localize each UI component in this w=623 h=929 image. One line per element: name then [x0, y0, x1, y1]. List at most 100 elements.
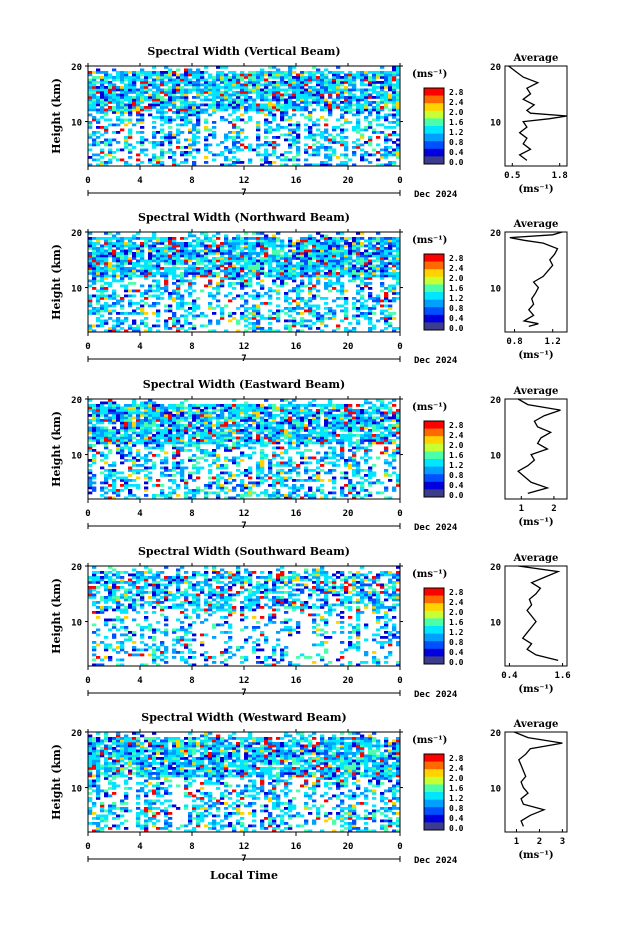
- heatmap-cell: [200, 98, 205, 102]
- heatmap-cell: [240, 411, 245, 415]
- heatmap-cell: [180, 327, 185, 330]
- heatmap-cell: [188, 474, 193, 477]
- heatmap-cell: [256, 73, 261, 77]
- heatmap-cell: [144, 73, 149, 77]
- heatmap-cell: [272, 274, 277, 278]
- heatmap-cell: [92, 476, 97, 480]
- heatmap-cell: [216, 416, 221, 420]
- heatmap-cell: [176, 451, 181, 455]
- heatmap-cell: [240, 78, 245, 82]
- heatmap-cell: [364, 274, 369, 278]
- heatmap-cell: [172, 161, 177, 164]
- date-label: Dec 2024: [414, 356, 458, 366]
- heatmap-cell: [188, 234, 193, 238]
- profile-x-tick-label: 0.8: [506, 337, 522, 347]
- heatmap-cell: [272, 153, 277, 157]
- heatmap-cell: [188, 284, 193, 288]
- heatmap-cell: [264, 414, 269, 417]
- heatmap-cell: [396, 146, 401, 149]
- heatmap-cell: [156, 409, 161, 412]
- heatmap-cell: [164, 239, 169, 243]
- heatmap-cell: [372, 259, 377, 263]
- heatmap-cell: [276, 292, 281, 295]
- heatmap-cell: [328, 242, 333, 245]
- heatmap-cell: [304, 319, 309, 323]
- heatmap-cell: [364, 91, 369, 94]
- profile-x-tick-label: 1.2: [545, 337, 561, 347]
- heatmap-cell: [208, 76, 213, 79]
- x-tick-label: 0: [397, 342, 402, 352]
- heatmap-cell: [172, 317, 177, 320]
- heatmap-cell: [260, 426, 265, 430]
- heatmap-cell: [232, 406, 237, 410]
- heatmap-cell: [236, 409, 241, 412]
- heatmap-cell: [164, 421, 169, 425]
- heatmap-cell: [392, 116, 397, 119]
- heatmap-cell: [236, 421, 241, 425]
- heatmap-cell: [304, 254, 309, 258]
- heatmap-cell: [344, 299, 349, 303]
- heatmap-cell: [100, 419, 105, 422]
- heatmap-cell: [196, 103, 201, 107]
- heatmap-cell: [340, 239, 345, 243]
- heatmap-cell: [212, 406, 217, 410]
- heatmap-cell: [240, 424, 245, 427]
- heatmap-cell: [204, 143, 209, 147]
- heatmap-cell: [164, 431, 169, 435]
- heatmap-cell: [216, 73, 221, 77]
- heatmap-cell: [332, 73, 337, 77]
- heatmap-cell: [236, 158, 241, 162]
- heatmap-cell: [260, 451, 265, 455]
- heatmap-cell: [224, 158, 229, 162]
- heatmap-cell: [376, 269, 381, 273]
- heatmap-cell: [300, 297, 305, 300]
- heatmap-cell: [164, 269, 169, 273]
- heatmap-cell: [364, 244, 369, 248]
- heatmap-cell: [96, 439, 101, 442]
- heatmap-cell: [148, 249, 153, 253]
- heatmap-cell: [168, 116, 173, 119]
- heatmap-cell: [368, 272, 373, 275]
- heatmap-cell: [124, 329, 129, 333]
- heatmap-cell: [320, 244, 325, 248]
- heatmap-cell: [312, 274, 317, 278]
- heatmap-cell: [328, 312, 333, 315]
- heatmap-cell: [92, 96, 97, 99]
- heatmap-cell: [140, 257, 145, 260]
- heatmap-cell: [336, 247, 341, 250]
- heatmap-cell: [232, 269, 237, 273]
- heatmap-cell: [168, 434, 173, 437]
- heatmap-cell: [328, 88, 333, 92]
- heatmap-cell: [88, 479, 93, 482]
- heatmap-cell: [368, 103, 373, 107]
- heatmap-cell: [160, 411, 165, 415]
- heatmap-cell: [116, 409, 121, 412]
- heatmap-cell: [248, 404, 253, 407]
- heatmap-cell: [184, 274, 189, 278]
- heatmap-cell: [320, 322, 325, 325]
- heatmap-cell: [176, 317, 181, 320]
- heatmap-cell: [236, 93, 241, 97]
- heatmap-cell: [296, 106, 301, 109]
- heatmap-cell: [196, 461, 201, 465]
- heatmap-cell: [204, 406, 209, 410]
- heatmap-cell: [276, 284, 281, 288]
- heatmap-cell: [216, 153, 221, 157]
- heatmap-cell: [92, 404, 97, 407]
- heatmap-cell: [156, 91, 161, 94]
- heatmap-cell: [264, 456, 269, 460]
- heatmap-cell: [276, 143, 281, 147]
- heatmap-cell: [276, 269, 281, 273]
- heatmap-cell: [220, 486, 225, 490]
- heatmap-cell: [276, 421, 281, 425]
- heatmap-cell: [348, 252, 353, 255]
- heatmap-cell: [384, 267, 389, 270]
- heatmap-cell: [320, 108, 325, 112]
- heatmap-cell: [192, 454, 197, 457]
- heatmap-cell: [248, 426, 253, 430]
- heatmap-cell: [236, 406, 241, 410]
- heatmap-cell: [248, 259, 253, 263]
- heatmap-cell: [272, 439, 277, 442]
- heatmap-cell: [188, 424, 193, 427]
- heatmap-cell: [108, 469, 113, 472]
